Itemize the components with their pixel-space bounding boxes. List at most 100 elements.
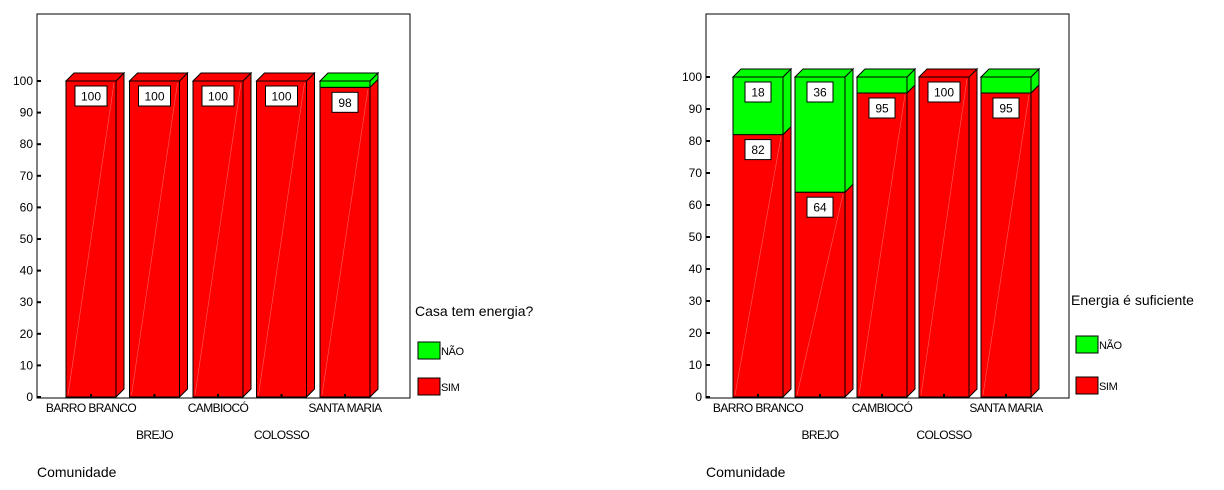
data-label-santa-maria-sim: 98 (331, 91, 359, 113)
legend-swatch (1075, 335, 1099, 354)
bar-sheen (796, 194, 844, 396)
bar-sim (794, 191, 846, 398)
legend-title: Energia é suficiente (1071, 292, 1194, 308)
data-label: 100 (144, 90, 164, 104)
y-tick-label: 80 (689, 134, 703, 148)
x-tick-label: COLOSSO (254, 428, 309, 442)
y-tick-label: 0 (26, 390, 33, 404)
x-axis-title: Comunidade (706, 464, 786, 480)
data-label-box (744, 139, 772, 161)
bar-sheen (131, 82, 178, 396)
bar-group-cambioco (855, 67, 917, 399)
bar-side-sim (968, 67, 978, 399)
bar-sheen (858, 94, 906, 396)
data-label-barro-branco-sim: 100 (74, 85, 108, 107)
data-label-colosso-sim: 100 (927, 81, 961, 103)
bar-group-colosso (917, 67, 979, 399)
x-tick-label: CAMBIOCÓ (852, 400, 913, 415)
x-tick-label: SANTA MARIA (969, 401, 1043, 415)
bar-nao (856, 76, 908, 94)
data-label: 100 (271, 90, 291, 104)
data-label-barro-branco-sim: 82 (744, 139, 772, 161)
data-label-brejo-sim: 100 (138, 85, 171, 107)
bar-side-sim (306, 71, 315, 399)
bar-top (128, 72, 189, 82)
data-label: 95 (875, 102, 889, 116)
data-label: 98 (338, 96, 352, 110)
data-label: 36 (813, 86, 827, 100)
bar-side-sim (1030, 83, 1040, 399)
bar-side-sim (242, 71, 252, 399)
y-tick-label: 100 (13, 74, 33, 88)
y-tick-label: 20 (20, 327, 34, 341)
legend-item-nao: NÃO (417, 341, 465, 360)
data-label-box (138, 85, 171, 107)
data-label: 100 (934, 86, 954, 100)
legend-label: NÃO (441, 345, 464, 358)
data-label-brejo-nao: 36 (806, 81, 834, 103)
y-tick-label: 60 (20, 200, 34, 214)
bar-group-brejo (793, 67, 855, 399)
bar-group-santa-maria (318, 71, 380, 399)
x-axis-title: Comunidade (37, 464, 117, 480)
legend-item-nao: NÃO (1075, 335, 1123, 354)
bar-side-nao (844, 67, 854, 194)
y-tick-label: 70 (20, 169, 34, 183)
bar-group-santa-maria (979, 67, 1041, 399)
bar-sheen (982, 94, 1030, 396)
data-label-box (74, 85, 108, 107)
y-tick-label: 60 (689, 198, 703, 212)
bar-sheen (194, 82, 242, 396)
bar-group-barro-branco (731, 67, 793, 399)
bar-top (64, 72, 126, 82)
y-tick-label: 40 (689, 262, 703, 276)
bar-top (731, 68, 793, 78)
bar-group-brejo (128, 71, 189, 399)
bar-sheen (734, 136, 782, 396)
legend-swatch (417, 377, 441, 396)
y-tick-label: 20 (689, 326, 703, 340)
bar-group-cambioco (191, 71, 253, 399)
y-tick-label: 30 (20, 295, 34, 309)
bar-side-nao (782, 67, 792, 136)
bar-side-sim (115, 71, 125, 399)
data-label-box (868, 97, 896, 119)
chart-2: 0 10 20 30 40 50 60 70 80 90 100 BARRO BRANCO BREJO C… (682, 13, 1194, 480)
bar-top (318, 72, 380, 82)
y-tick-label: 90 (689, 102, 703, 116)
bar-top (255, 72, 316, 82)
data-label-box (201, 85, 235, 107)
bar-top (917, 68, 979, 78)
legend-label: SIM (1099, 381, 1118, 393)
data-label-santa-maria-sim: 95 (992, 97, 1020, 119)
bar-side-sim (782, 125, 792, 399)
legend-title: Casa tem energia? (415, 303, 534, 319)
data-label-box (806, 196, 834, 218)
data-label-cambioco-sim: 100 (201, 85, 235, 107)
x-tick-label: SANTA MARIA (308, 401, 382, 415)
bar-side-sim (844, 182, 854, 399)
x-tick-label: BARRO BRANCO (713, 401, 803, 415)
plot-frame (36, 13, 411, 399)
legend-label: SIM (441, 382, 460, 394)
x-tick-label: BREJO (136, 428, 173, 442)
legend-item-sim: SIM (417, 377, 460, 396)
y-tick-label: 70 (689, 166, 703, 180)
data-label: 18 (751, 86, 765, 100)
legend: Casa tem energia? NÃO SIM (415, 303, 534, 396)
bar-side-sim (369, 78, 379, 399)
y-tick-label: 100 (682, 70, 702, 84)
data-label-box (331, 91, 359, 113)
y-tick-label: 30 (689, 294, 703, 308)
bar-sheen (67, 82, 115, 396)
bar-side-sim (179, 71, 188, 399)
data-label: 64 (813, 201, 827, 215)
bar-group-colosso (255, 71, 316, 399)
x-tick-label: BREJO (801, 428, 838, 442)
bar-nao (319, 80, 371, 88)
data-label-cambioco-sim: 95 (868, 97, 896, 119)
data-label-box (744, 81, 772, 103)
data-label-box (927, 81, 961, 103)
bar-side-sim (906, 83, 916, 399)
